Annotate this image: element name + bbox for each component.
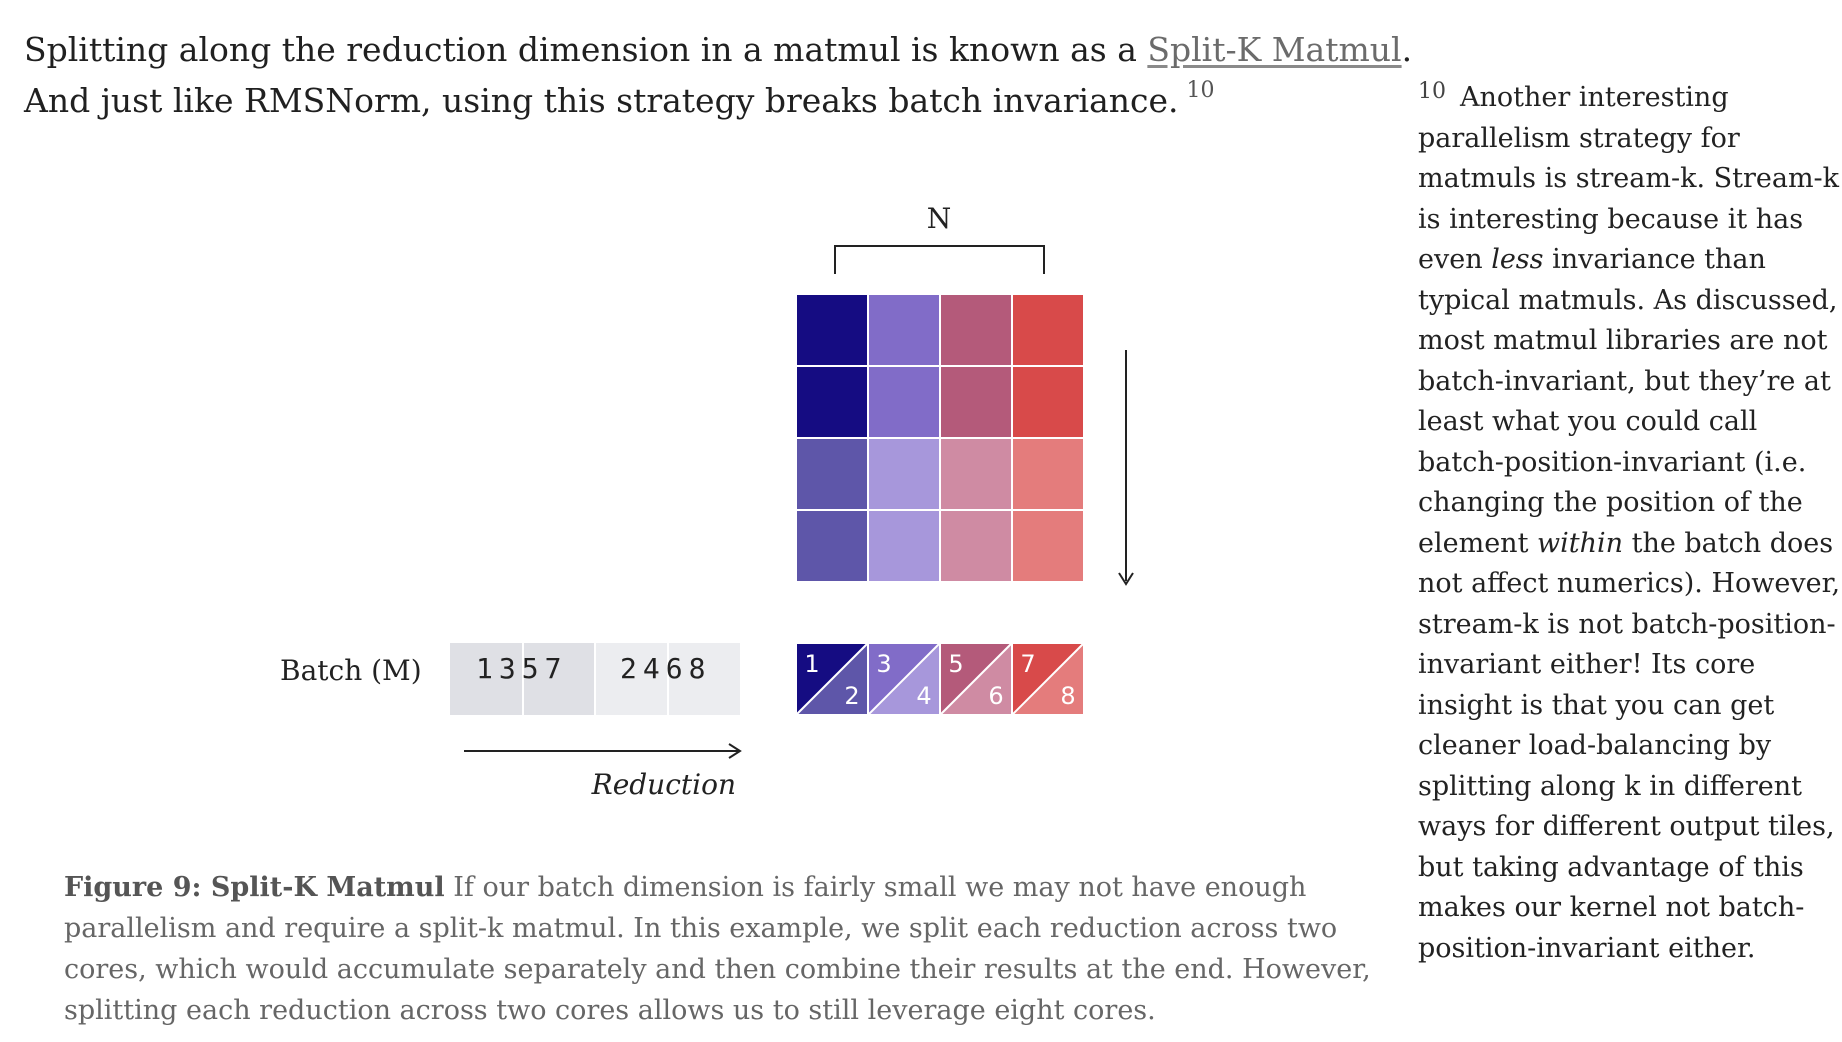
output-tile xyxy=(1011,437,1085,511)
main-text-before-link: Splitting along the reduction dimension … xyxy=(24,30,1148,69)
sidenote-text: Another interesting xyxy=(1460,82,1729,113)
reduction-arrow-head xyxy=(728,743,742,759)
caption-line: cores, which would accumulate separately… xyxy=(64,954,1371,985)
output-tile xyxy=(867,365,941,439)
sidenote-line: most matmul libraries are not xyxy=(1418,325,1828,356)
split-tile-number-bottom: 2 xyxy=(844,682,859,710)
main-text-period: . xyxy=(1401,30,1413,69)
sidenote-line: parallelism strategy for xyxy=(1418,122,1740,154)
sidenote-number: 10 xyxy=(1418,79,1446,104)
caption-line: parallelism and require a split-k matmul… xyxy=(64,913,1338,944)
sidenote-line: but taking advantage of this xyxy=(1418,851,1804,883)
output-tile xyxy=(939,293,1013,367)
figure-caption: Figure 9: Split-K Matmul If our batch di… xyxy=(64,867,1371,1031)
sidenote-line: typical matmuls. As discussed, xyxy=(1418,284,1838,316)
caption-label: Figure 9: Split-K Matmul xyxy=(64,872,445,903)
sidenote-line: matmuls is stream-k. Stream-k xyxy=(1418,163,1840,194)
caption-line: Figure 9: Split-K Matmul If our batch di… xyxy=(64,867,1324,908)
sidenote-line: is interesting because it has xyxy=(1418,203,1804,235)
sidenote-text: element xyxy=(1418,527,1537,559)
split-tile-number-top: 7 xyxy=(1020,650,1035,678)
sidenote-text: invariance than xyxy=(1543,244,1766,275)
n-bracket xyxy=(834,245,1045,274)
caption-text: If our batch dimension is fairly small w… xyxy=(444,872,1307,903)
output-tile xyxy=(939,437,1013,511)
footnote-ref[interactable]: 10 xyxy=(1186,78,1215,103)
split-tile-number-bottom: 4 xyxy=(916,682,931,710)
main-line-1: Splitting along the reduction dimension … xyxy=(24,24,1412,75)
output-tile xyxy=(1011,293,1085,367)
split-tile-number-bottom: 8 xyxy=(1060,682,1075,710)
output-tile-grid xyxy=(795,293,1085,583)
main-paragraph: Splitting along the reduction dimension … xyxy=(24,24,1412,126)
sidenote-line: least what you could call xyxy=(1418,406,1758,437)
output-tile xyxy=(939,509,1013,583)
split-tile-number-top: 3 xyxy=(876,650,891,678)
output-tile xyxy=(1011,365,1085,439)
main-text-line-2: And just like RMSNorm, using this strate… xyxy=(24,81,1179,120)
caption-line: splitting each reduction across two core… xyxy=(64,995,1156,1026)
split-k-matmul-link[interactable]: Split-K Matmul xyxy=(1147,30,1402,69)
sidenote-line: makes our kernel not batch- xyxy=(1418,892,1805,923)
sidenote-line: 10 Another interesting xyxy=(1418,78,1828,119)
sidenote-line: not affect numerics). However, xyxy=(1418,568,1841,599)
output-tile xyxy=(867,293,941,367)
output-tile xyxy=(939,365,1013,439)
sidenote-text: even xyxy=(1418,244,1492,275)
output-tile xyxy=(795,293,869,367)
reduction-label: Reduction xyxy=(591,768,736,801)
output-tile xyxy=(795,509,869,583)
main-line-2: And just like RMSNorm, using this strate… xyxy=(24,75,1324,126)
batch-cells xyxy=(450,643,740,715)
sidenote-line: batch-invariant, but they’re at xyxy=(1418,365,1831,397)
sidenote-line: stream-k is not batch-position- xyxy=(1418,608,1836,640)
sidenote-line: splitting along k in different xyxy=(1418,770,1802,802)
output-tile xyxy=(795,437,869,511)
batch-label: Batch (M) xyxy=(280,654,422,687)
sidenote-text: the batch does xyxy=(1623,527,1834,559)
split-diagonal xyxy=(867,642,941,716)
sidenote: 10 Another interesting parallelism strate… xyxy=(1418,78,1841,969)
sidenote-line: cleaner load-balancing by xyxy=(1418,730,1772,761)
split-tile-number-top: 5 xyxy=(948,650,963,678)
sidenote-line: element within the batch does xyxy=(1418,524,1833,565)
split-tile-number-top: 1 xyxy=(804,650,819,678)
sidenote-emphasis: less xyxy=(1491,244,1544,275)
split-tile-number-bottom: 6 xyxy=(988,682,1003,710)
down-arrow-head xyxy=(1118,572,1134,586)
split-diagonal xyxy=(795,642,869,716)
sidenote-line: changing the position of the xyxy=(1418,487,1803,518)
split-diagonal xyxy=(1011,642,1085,716)
n-label: N xyxy=(927,202,952,235)
sidenote-line: invariant either! Its core xyxy=(1418,649,1756,680)
split-tile-border xyxy=(1011,642,1085,716)
sidenote-line: even less invariance than xyxy=(1418,240,1828,281)
sidenote-emphasis: within xyxy=(1537,527,1624,559)
sidenote-line: position-invariant either. xyxy=(1418,932,1756,964)
batch-group-1: 1357 xyxy=(476,652,567,685)
sidenote-line: insight is that you can get xyxy=(1418,689,1775,721)
output-tile xyxy=(867,509,941,583)
split-diagonal xyxy=(939,642,1013,716)
sidenote-line: ways for different output tiles, xyxy=(1418,811,1835,842)
output-tile xyxy=(867,437,941,511)
output-tile xyxy=(795,365,869,439)
output-tile xyxy=(1011,509,1085,583)
batch-group-2: 2468 xyxy=(620,652,711,685)
sidenote-line: batch-position-invariant (i.e. xyxy=(1418,446,1807,478)
